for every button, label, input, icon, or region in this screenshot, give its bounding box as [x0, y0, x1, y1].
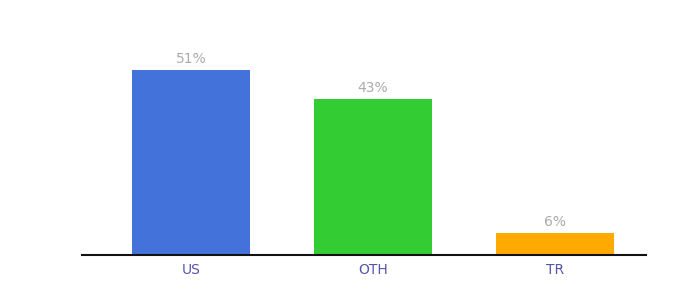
Bar [496, 233, 614, 255]
Text: 6%: 6% [544, 215, 566, 229]
Text: 51%: 51% [175, 52, 206, 66]
Bar [313, 99, 432, 255]
Bar [132, 70, 250, 255]
Text: 43%: 43% [358, 81, 388, 94]
